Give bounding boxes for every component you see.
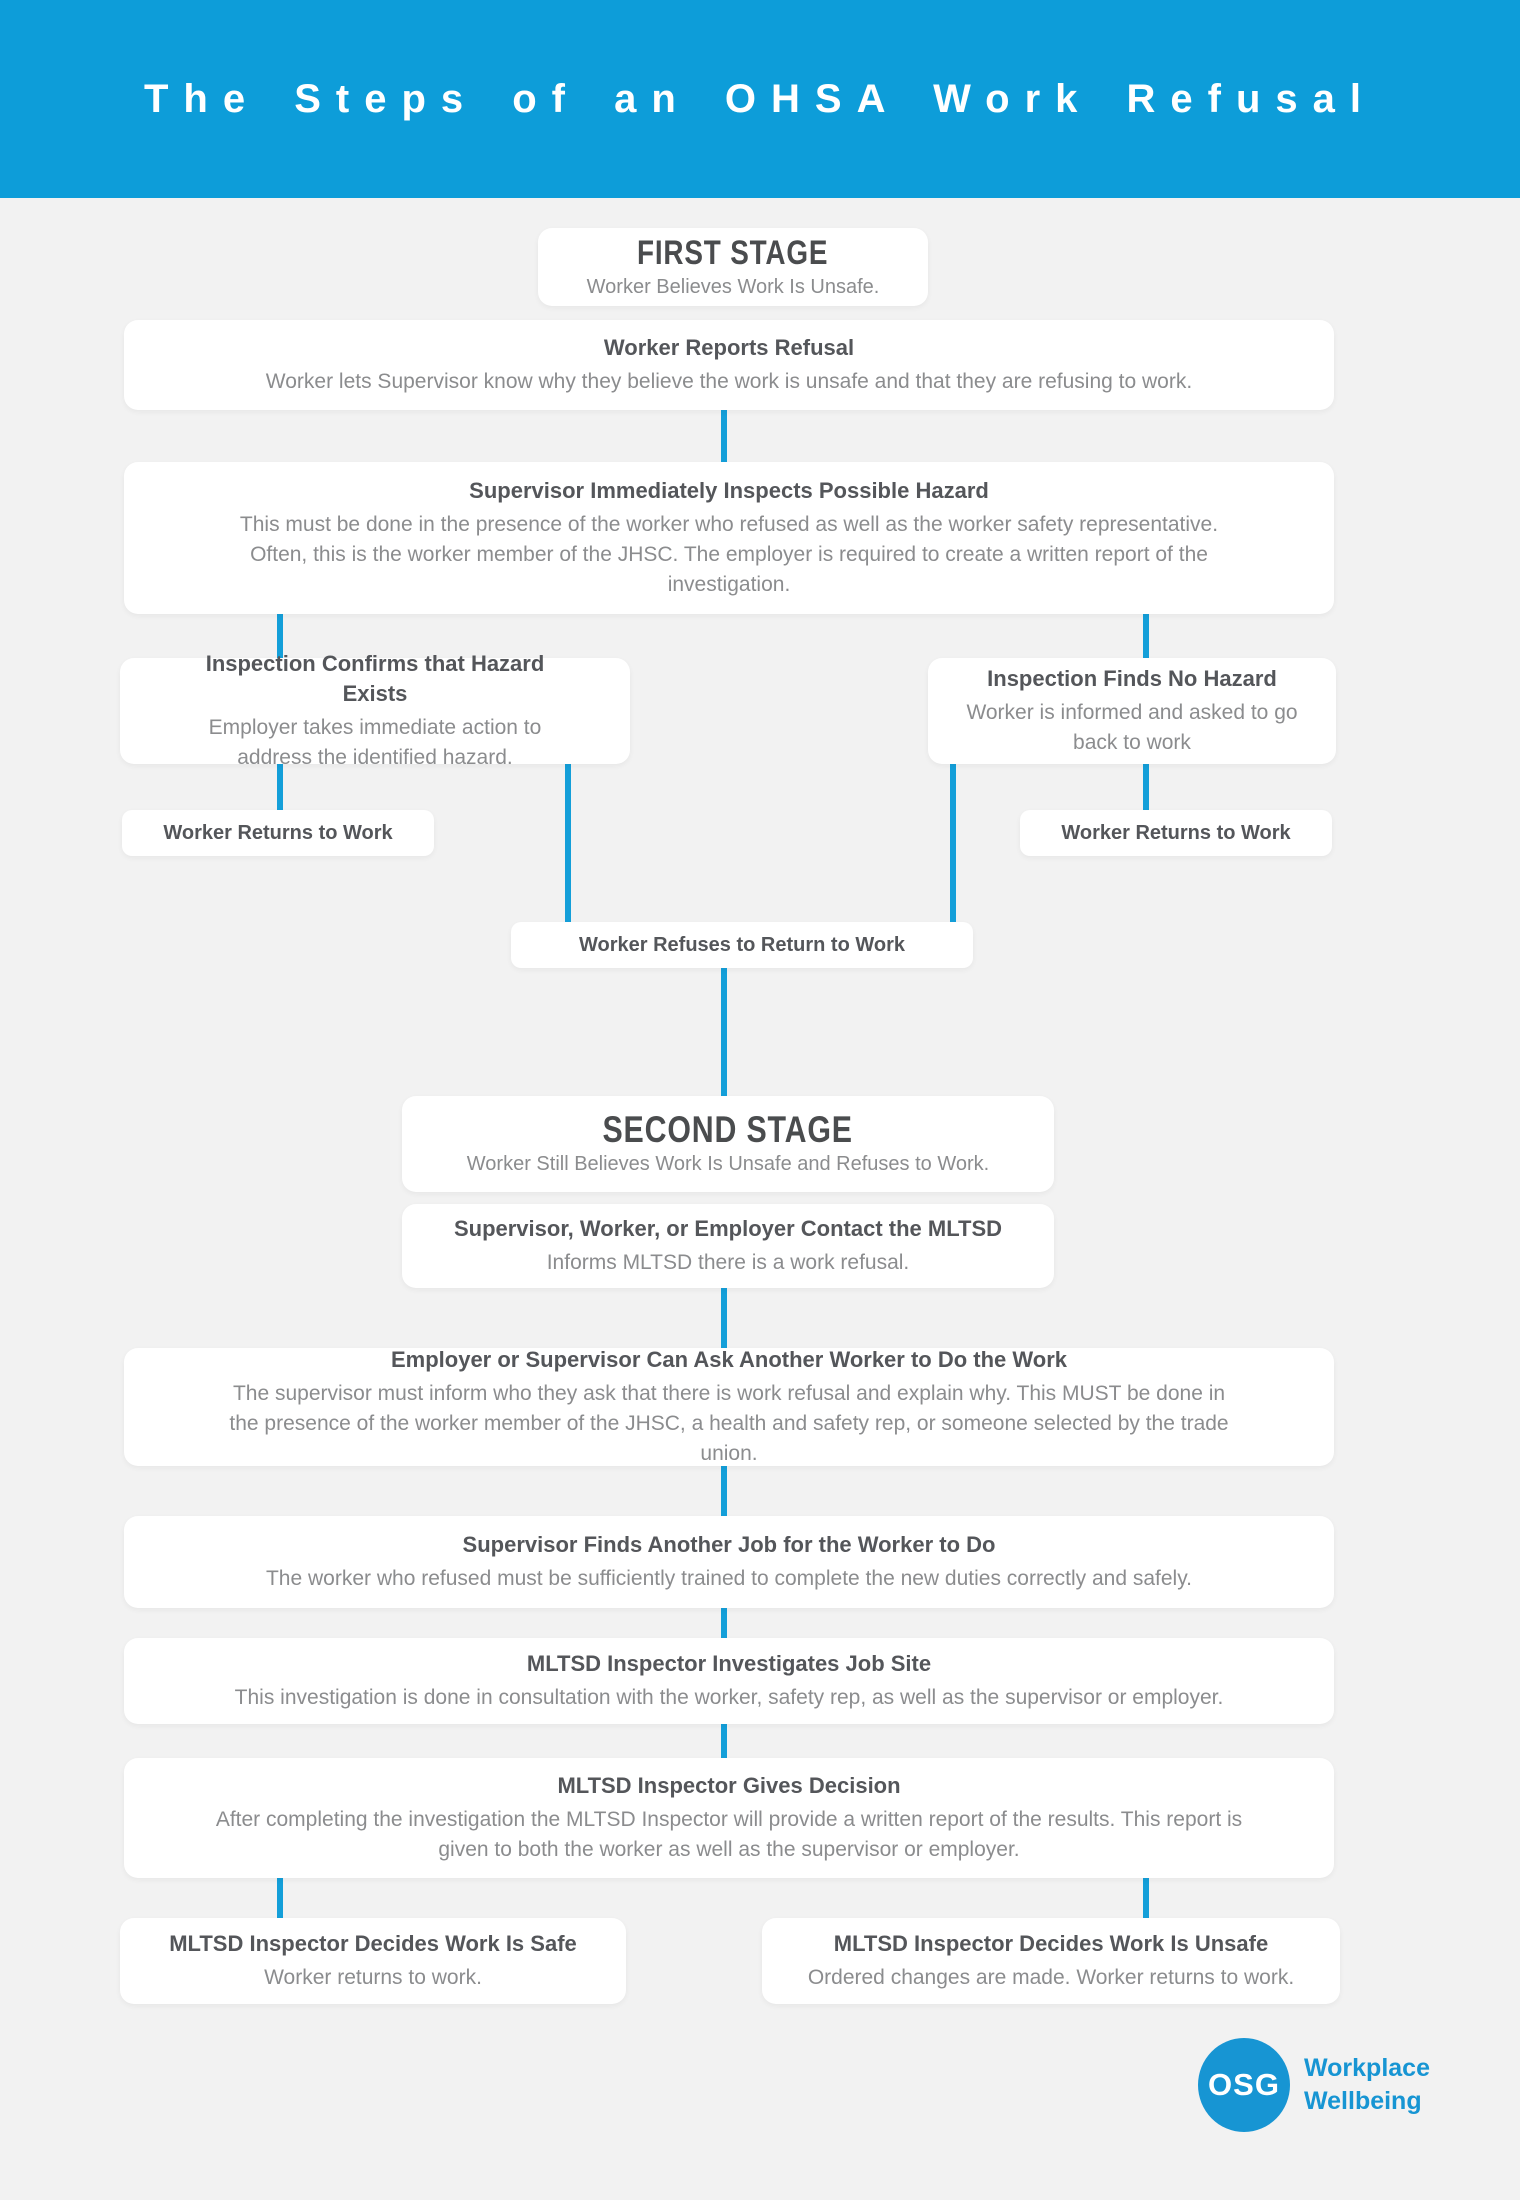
node-body: The worker who refused must be sufficien…: [265, 1567, 1192, 1590]
node-title: MLTSD Inspector Investigates Job Site: [526, 1651, 932, 1676]
connector-line: [721, 1716, 727, 1762]
node-supervisor-inspects: Supervisor Immediately Inspects Possible…: [124, 462, 1334, 614]
osg-logo-wordmark: Workplace Wellbeing: [1304, 2052, 1430, 2118]
node-body: Worker lets Supervisor know why they bel…: [265, 370, 1193, 393]
node-body: Worker returns to work.: [264, 1966, 482, 1989]
node-title: Supervisor Immediately Inspects Possible…: [469, 478, 989, 503]
connector-line: [721, 1600, 727, 1638]
connector-line: [1143, 760, 1149, 812]
node-title: MLTSD Inspector Decides Work Is Safe: [169, 1931, 577, 1956]
node-title: Worker Refuses to Return to Work: [579, 934, 905, 956]
node-title: Employer or Supervisor Can Ask Another W…: [390, 1347, 1068, 1372]
stage-first-box: FIRST STAGE Worker Believes Work Is Unsa…: [538, 228, 928, 306]
node-gives-decision: MLTSD Inspector Gives Decision After com…: [124, 1758, 1334, 1878]
osg-logo: OSG Workplace Wellbeing: [1198, 2038, 1430, 2132]
node-title: Inspection Finds No Hazard: [987, 666, 1277, 691]
node-title: Worker Returns to Work: [163, 822, 393, 844]
connector-line: [721, 1284, 727, 1352]
connector-line: [1143, 610, 1149, 660]
node-title: MLTSD Inspector Decides Work Is Unsafe: [833, 1931, 1269, 1956]
node-body: Informs MLTSD there is a work refusal.: [546, 1251, 910, 1274]
node-body: Ordered changes are made. Worker returns…: [807, 1966, 1295, 1989]
node-confirms-hazard: Inspection Confirms that Hazard Exists E…: [120, 651, 630, 769]
header-banner: The Steps of an OHSA Work Refusal: [0, 0, 1520, 198]
osg-logo-line2: Wellbeing: [1304, 2087, 1422, 2115]
node-body: Employer takes immediate action to addre…: [208, 716, 542, 769]
node-body: This must be done in the presence of the…: [239, 513, 1219, 596]
connector-line: [277, 1874, 283, 1922]
node-title: Worker Reports Refusal: [603, 335, 855, 360]
node-body: After completing the investigation the M…: [215, 1808, 1243, 1861]
node-body: Worker is informed and asked to go back …: [966, 701, 1298, 754]
connector-line: [950, 760, 956, 924]
node-worker-reports: Worker Reports Refusal Worker lets Super…: [124, 320, 1334, 410]
node-returns-left: Worker Returns to Work: [122, 810, 434, 856]
node-title: Supervisor, Worker, or Employer Contact …: [453, 1216, 1003, 1241]
node-title: MLTSD Inspector Gives Decision: [557, 1773, 901, 1798]
stage-first-title: FIRST STAGE: [637, 234, 829, 272]
node-returns-right: Worker Returns to Work: [1020, 810, 1332, 856]
connector-line: [565, 760, 571, 924]
page-title: The Steps of an OHSA Work Refusal: [143, 76, 1376, 121]
connector-line: [277, 610, 283, 660]
osg-logo-line1: Workplace: [1304, 2054, 1430, 2082]
node-title: Supervisor Finds Another Job for the Wor…: [462, 1532, 996, 1557]
node-body: This investigation is done in consultati…: [234, 1686, 1224, 1709]
connector-line: [1143, 1874, 1149, 1922]
node-no-hazard: Inspection Finds No Hazard Worker is inf…: [928, 658, 1336, 764]
node-body: The supervisor must inform who they ask …: [229, 1382, 1229, 1465]
stage-first-subtitle: Worker Believes Work Is Unsafe.: [586, 276, 880, 298]
connector-line: [721, 1462, 727, 1516]
node-another-job: Supervisor Finds Another Job for the Wor…: [124, 1516, 1334, 1608]
node-decides-safe: MLTSD Inspector Decides Work Is Safe Wor…: [120, 1918, 626, 2004]
node-refuses-return: Worker Refuses to Return to Work: [511, 922, 973, 968]
osg-logo-monogram: OSG: [1208, 2067, 1280, 2102]
node-title: Worker Returns to Work: [1061, 822, 1291, 844]
stage-second-box: SECOND STAGE Worker Still Believes Work …: [402, 1096, 1054, 1192]
node-title: Inspection Confirms that Hazard Exists: [205, 651, 545, 706]
connector-line: [721, 408, 727, 464]
node-investigates: MLTSD Inspector Investigates Job Site Th…: [124, 1638, 1334, 1724]
stage-second-subtitle: Worker Still Believes Work Is Unsafe and…: [466, 1153, 990, 1175]
node-ask-another-worker: Employer or Supervisor Can Ask Another W…: [124, 1347, 1334, 1466]
osg-logo-circle: OSG: [1198, 2038, 1290, 2132]
node-decides-unsafe: MLTSD Inspector Decides Work Is Unsafe O…: [762, 1918, 1340, 2004]
connector-line: [721, 964, 727, 1100]
connector-line: [277, 760, 283, 812]
stage-second-title: SECOND STAGE: [602, 1109, 854, 1150]
node-contact-mltsd: Supervisor, Worker, or Employer Contact …: [402, 1204, 1054, 1288]
